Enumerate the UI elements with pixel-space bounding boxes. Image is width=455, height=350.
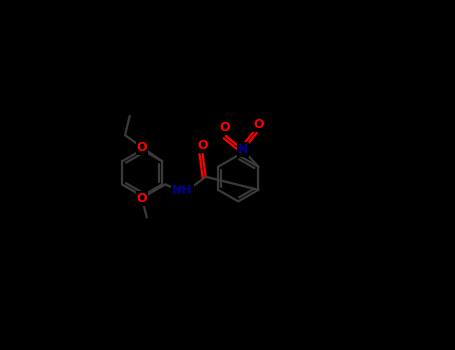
- Text: O: O: [137, 141, 147, 154]
- Text: O: O: [197, 139, 208, 153]
- Text: N: N: [238, 143, 248, 156]
- Text: NH: NH: [172, 184, 193, 197]
- Text: O: O: [219, 121, 230, 134]
- Text: O: O: [253, 118, 264, 131]
- Text: O: O: [137, 192, 147, 205]
